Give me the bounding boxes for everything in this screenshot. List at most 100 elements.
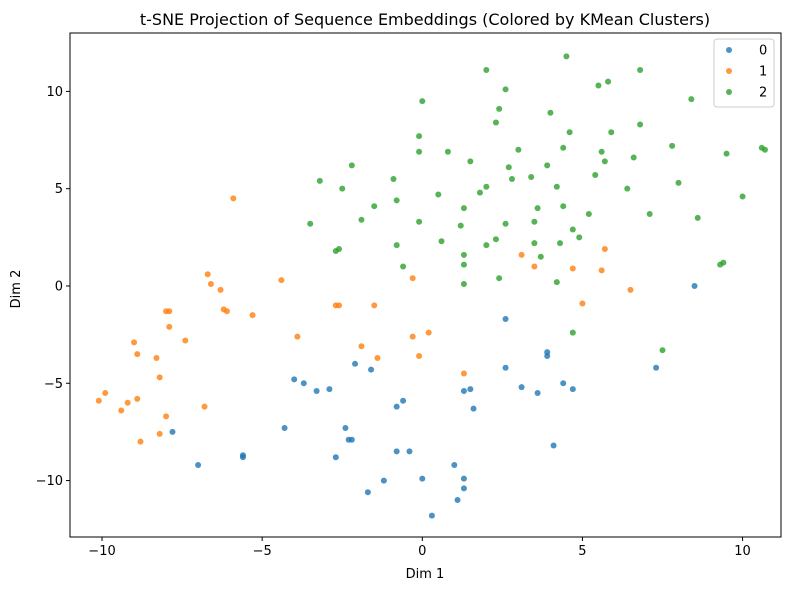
point-cluster-1 bbox=[118, 407, 125, 414]
point-cluster-0 bbox=[239, 454, 246, 461]
point-cluster-2 bbox=[492, 236, 499, 243]
point-cluster-2 bbox=[483, 183, 490, 190]
point-cluster-2 bbox=[630, 154, 637, 161]
point-cluster-2 bbox=[460, 205, 467, 212]
point-cluster-0 bbox=[380, 477, 387, 484]
point-cluster-2 bbox=[419, 98, 426, 105]
point-cluster-1 bbox=[371, 302, 378, 309]
legend-label: 0 bbox=[759, 44, 767, 59]
point-cluster-2 bbox=[467, 158, 474, 165]
point-cluster-1 bbox=[153, 354, 160, 361]
point-cluster-2 bbox=[624, 185, 631, 192]
point-cluster-2 bbox=[531, 240, 538, 247]
point-cluster-1 bbox=[460, 370, 467, 377]
legend-marker bbox=[726, 89, 732, 95]
point-cluster-1 bbox=[409, 333, 416, 340]
plot-frame bbox=[69, 32, 782, 538]
point-cluster-2 bbox=[358, 216, 365, 223]
x-axis-label: Dim 1 bbox=[406, 567, 445, 582]
point-cluster-2 bbox=[592, 172, 599, 179]
point-cluster-1 bbox=[278, 277, 285, 284]
y-tick-label: 10 bbox=[46, 85, 63, 100]
point-cluster-1 bbox=[569, 265, 576, 272]
point-cluster-1 bbox=[166, 308, 173, 315]
point-cluster-2 bbox=[316, 177, 323, 184]
point-cluster-2 bbox=[460, 251, 467, 258]
point-cluster-2 bbox=[460, 261, 467, 268]
point-cluster-2 bbox=[483, 242, 490, 249]
point-cluster-0 bbox=[502, 364, 509, 371]
point-cluster-0 bbox=[691, 282, 698, 289]
point-cluster-2 bbox=[598, 148, 605, 155]
point-cluster-0 bbox=[502, 316, 509, 323]
point-cluster-2 bbox=[483, 66, 490, 73]
point-cluster-1 bbox=[416, 353, 423, 360]
point-cluster-2 bbox=[553, 183, 560, 190]
legend-marker bbox=[726, 47, 732, 53]
point-cluster-1 bbox=[102, 390, 109, 396]
point-cluster-2 bbox=[569, 226, 576, 233]
point-cluster-1 bbox=[579, 300, 586, 307]
point-cluster-2 bbox=[416, 133, 423, 140]
point-cluster-2 bbox=[444, 148, 451, 155]
legend-label: 1 bbox=[759, 65, 767, 80]
point-cluster-2 bbox=[560, 144, 567, 151]
point-cluster-2 bbox=[595, 82, 602, 89]
data-points bbox=[95, 53, 768, 519]
point-cluster-0 bbox=[451, 462, 458, 468]
point-cluster-1 bbox=[134, 351, 141, 358]
chart-title: t-SNE Projection of Sequence Embeddings … bbox=[140, 10, 710, 29]
y-axis-label: Dim 2 bbox=[9, 270, 24, 309]
point-cluster-1 bbox=[207, 281, 214, 288]
x-tick-label: 10 bbox=[734, 544, 751, 559]
point-cluster-1 bbox=[95, 397, 102, 404]
point-cluster-2 bbox=[502, 86, 509, 93]
point-cluster-2 bbox=[761, 146, 768, 153]
point-cluster-2 bbox=[508, 175, 515, 182]
point-cluster-2 bbox=[553, 279, 560, 286]
point-cluster-0 bbox=[393, 403, 400, 410]
point-cluster-2 bbox=[307, 220, 314, 227]
point-cluster-0 bbox=[460, 475, 467, 482]
point-cluster-2 bbox=[534, 205, 541, 212]
point-cluster-1 bbox=[163, 413, 170, 420]
x-tick-label: −10 bbox=[88, 544, 115, 559]
point-cluster-1 bbox=[156, 430, 163, 437]
point-cluster-0 bbox=[428, 512, 435, 519]
point-cluster-1 bbox=[156, 374, 163, 381]
point-cluster-2 bbox=[720, 259, 727, 266]
point-cluster-1 bbox=[518, 251, 525, 258]
point-cluster-0 bbox=[569, 386, 576, 393]
point-cluster-2 bbox=[675, 179, 682, 186]
point-cluster-0 bbox=[342, 425, 349, 432]
point-cluster-0 bbox=[534, 390, 541, 396]
point-cluster-0 bbox=[326, 386, 333, 393]
point-cluster-2 bbox=[457, 222, 464, 229]
point-cluster-1 bbox=[336, 302, 343, 309]
point-cluster-2 bbox=[544, 162, 551, 169]
point-cluster-2 bbox=[637, 121, 644, 128]
point-cluster-2 bbox=[694, 214, 701, 221]
point-cluster-0 bbox=[454, 497, 461, 504]
point-cluster-1 bbox=[182, 337, 189, 344]
point-cluster-0 bbox=[550, 442, 557, 449]
point-cluster-2 bbox=[605, 78, 612, 85]
legend-marker bbox=[726, 68, 732, 74]
point-cluster-0 bbox=[544, 349, 551, 356]
point-cluster-0 bbox=[653, 364, 660, 371]
point-cluster-0 bbox=[419, 475, 426, 482]
point-cluster-1 bbox=[531, 263, 538, 270]
point-cluster-2 bbox=[557, 240, 564, 247]
series-1 bbox=[95, 195, 634, 445]
series-2 bbox=[307, 53, 768, 354]
point-cluster-1 bbox=[137, 438, 144, 445]
point-cluster-2 bbox=[496, 105, 503, 112]
point-cluster-0 bbox=[518, 384, 525, 391]
point-cluster-2 bbox=[339, 185, 346, 192]
point-cluster-0 bbox=[364, 489, 371, 496]
point-cluster-1 bbox=[249, 312, 256, 319]
point-cluster-1 bbox=[134, 395, 141, 402]
point-cluster-2 bbox=[585, 210, 592, 217]
point-cluster-0 bbox=[332, 454, 339, 461]
